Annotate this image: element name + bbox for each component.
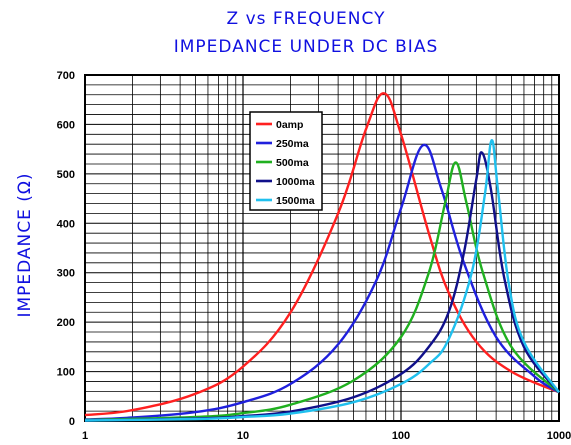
x-tick-label: 1 [82, 430, 88, 442]
chart-title: Z vs FREQUENCY [227, 9, 386, 29]
legend-label: 1500ma [276, 195, 315, 207]
y-tick-labels: 0 100 200 300 400 500 600 700 [57, 70, 75, 428]
y-tick-label: 300 [57, 268, 75, 280]
legend-label: 500ma [276, 157, 309, 169]
y-tick-label: 100 [57, 367, 75, 379]
x-tick-labels: 1 10 100 1000 [82, 430, 571, 442]
series-line-0amp [84, 92, 560, 417]
y-tick-label: 500 [57, 169, 75, 181]
series-lines [84, 92, 560, 422]
x-tick-label: 1000 [547, 430, 571, 442]
y-tick-label: 200 [57, 317, 75, 329]
x-tick-label: 10 [237, 430, 249, 442]
legend-label: 250ma [276, 138, 309, 150]
y-axis-label: IMPEDANCE (Ω) [15, 172, 35, 317]
series-line-500ma [84, 161, 560, 422]
x-tick-label: 100 [392, 430, 410, 442]
legend: 0amp 250ma 500ma 1000ma 1500ma [249, 111, 323, 211]
legend-label: 1000ma [276, 176, 315, 188]
y-tick-label: 600 [57, 119, 75, 131]
y-tick-label: 700 [57, 70, 75, 82]
series-line-250ma [84, 143, 560, 421]
y-tick-label: 400 [57, 218, 75, 230]
chart-subtitle: IMPEDANCE UNDER DC BIAS [174, 37, 439, 57]
series-line-1500ma [84, 138, 560, 422]
plot-frame [84, 74, 560, 422]
legend-label: 0amp [276, 119, 303, 131]
y-tick-label: 0 [69, 416, 75, 428]
